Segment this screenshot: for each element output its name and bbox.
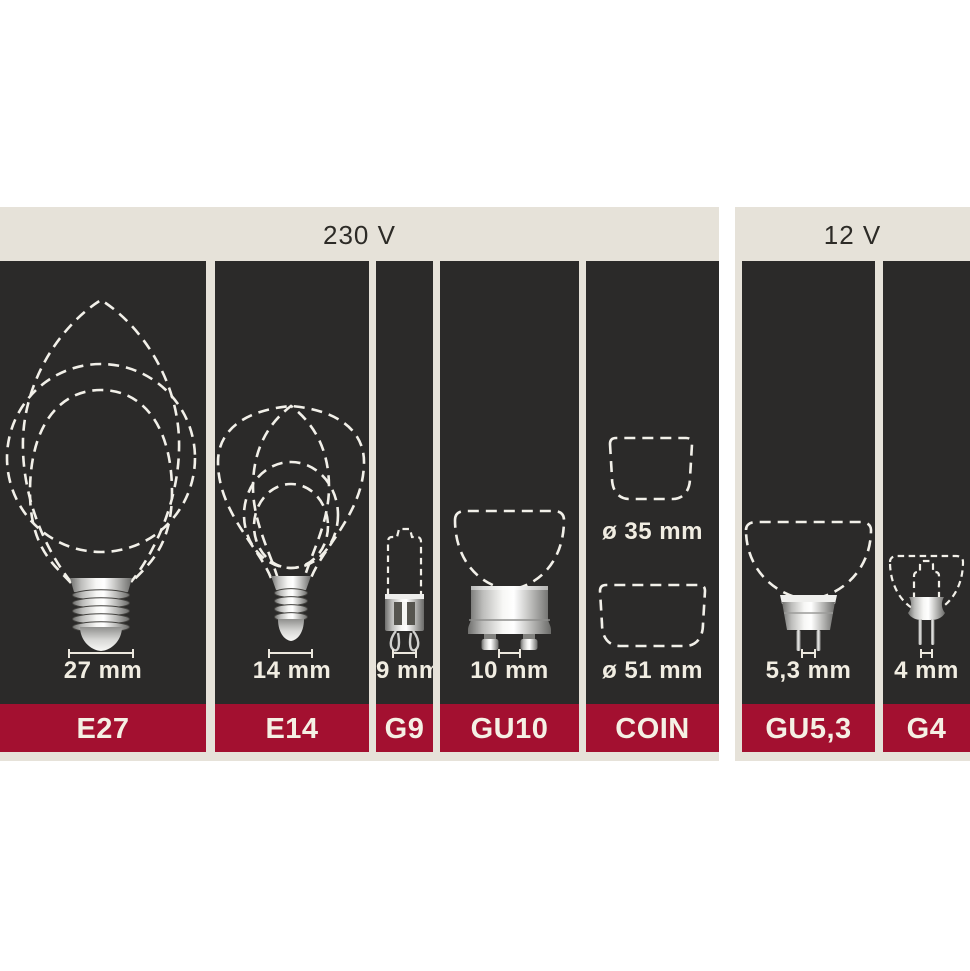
panel-g4: 4 mm — [883, 261, 970, 704]
e14-socket — [271, 576, 311, 641]
coin-measurement-large: ø 51 mm — [602, 657, 703, 684]
coin-measurement-small: ø 35 mm — [602, 518, 703, 545]
gu10-illustration — [453, 509, 566, 650]
e27-measurement: 27 mm — [63, 657, 143, 684]
panel-coin: ø 35 mm ø 51 mm — [586, 261, 719, 704]
e27-socket — [70, 578, 132, 651]
g4-measurement: 4 mm — [894, 657, 959, 684]
panel-g9: 9 mm — [376, 261, 433, 704]
gu10-measure-line — [498, 649, 521, 658]
coin-outline-35mm — [608, 436, 694, 501]
gu53-bulb-outline — [744, 520, 873, 602]
e27-label: E27 — [76, 713, 130, 745]
panel-e27: 27 mm — [0, 261, 206, 704]
e14-illustration — [216, 404, 366, 641]
e27-illustration — [5, 298, 197, 651]
g4-bulb-outlines — [888, 554, 965, 616]
gu53-socket — [780, 595, 837, 651]
gu53-measurement: 5,3 mm — [765, 657, 852, 684]
label-strip-coin: COIN — [586, 704, 719, 752]
label-strip-e14: E14 — [215, 704, 369, 752]
label-strip-g9: G9 — [376, 704, 433, 752]
voltage-label-230v: 230 V — [323, 220, 396, 250]
gu53-label: GU5,3 — [765, 713, 852, 745]
label-strip-gu53: GU5,3 — [742, 704, 875, 752]
g4-socket — [908, 597, 945, 645]
g9-measurement: 9 mm — [376, 657, 433, 684]
e14-bulb-outlines — [216, 404, 366, 580]
g4-measure-line — [920, 649, 933, 658]
label-strip-g4: G4 — [883, 704, 970, 752]
gu53-illustration — [744, 520, 873, 651]
e14-measurement: 14 mm — [252, 657, 332, 684]
gu10-measurement: 10 mm — [470, 657, 549, 684]
g9-label: G9 — [384, 713, 425, 745]
g4-illustration — [888, 554, 965, 645]
g9-socket — [385, 594, 424, 652]
gu10-socket — [468, 586, 551, 650]
coin-label: COIN — [615, 713, 690, 745]
g9-illustration — [385, 527, 424, 652]
e27-bulb-outlines — [5, 298, 197, 584]
gu53-measure-line — [801, 649, 816, 658]
coin-outline-51mm — [598, 583, 707, 648]
voltage-label-12v: 12 V — [823, 220, 882, 250]
g9-bulb-outline — [386, 527, 423, 595]
label-strip-gu10: GU10 — [440, 704, 579, 752]
g4-label: G4 — [906, 713, 947, 745]
coin-illustration — [598, 436, 707, 648]
panel-gu53: 5,3 mm — [742, 261, 875, 704]
e27-measure-line — [68, 649, 134, 658]
label-strip-e27: E27 — [0, 704, 206, 752]
panel-gu10: 10 mm — [440, 261, 579, 704]
g9-measure-line — [392, 649, 417, 658]
e14-measure-line — [268, 649, 313, 658]
gu10-bulb-outline — [453, 509, 566, 592]
panel-e14: 14 mm — [215, 261, 369, 704]
gu10-label: GU10 — [470, 713, 549, 745]
e14-label: E14 — [265, 713, 319, 745]
